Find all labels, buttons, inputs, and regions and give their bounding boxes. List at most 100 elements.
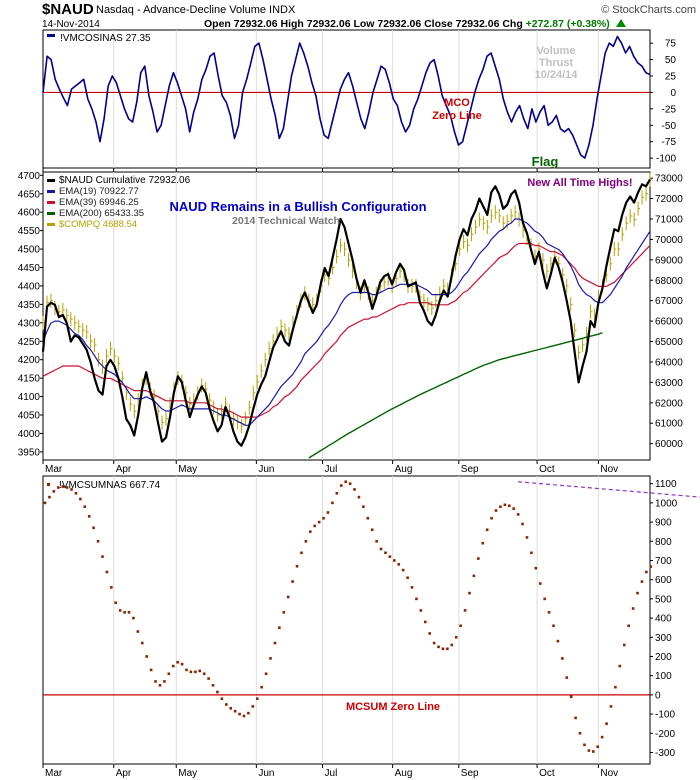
mcsum-point — [622, 643, 626, 647]
mcsum-point — [459, 624, 462, 628]
mcsum-point — [552, 624, 555, 628]
volume-thrust-annotation: 10/24/14 — [535, 69, 579, 81]
compq-y-tick-label: 3950 — [18, 447, 41, 458]
x-tick-label: Oct — [539, 464, 555, 475]
x-tick-label: Sep — [461, 464, 479, 475]
mco-y-tick-label: 0 — [670, 88, 676, 99]
mcsum-point — [220, 697, 224, 701]
mcsum-point — [211, 683, 215, 687]
ema19-legend-swatch — [47, 190, 55, 193]
mcsum-point — [140, 641, 144, 645]
x-tick-label: Jul — [325, 464, 338, 475]
mcsum-point — [300, 551, 303, 555]
mcsum-point — [194, 670, 197, 674]
mco-legend-swatch — [47, 34, 55, 37]
ema200-line — [308, 332, 603, 459]
mcsum-point — [362, 505, 365, 509]
mcsum-point — [379, 547, 383, 551]
mcsum-point — [260, 685, 263, 689]
mcsum-point — [326, 511, 330, 514]
mcsum-point — [105, 570, 109, 574]
close-value: 72932.06 — [455, 18, 500, 30]
mcsum-y-tick-label: 600 — [655, 575, 672, 586]
mcsum-point — [592, 750, 595, 753]
mcsum-point — [185, 668, 188, 672]
price-y-tick-label: 65000 — [655, 337, 683, 348]
x-tick-label: May — [178, 768, 197, 779]
mco-y-tick-label: -50 — [662, 121, 677, 132]
mcsum-point — [282, 611, 286, 614]
mcsum-point — [348, 482, 352, 485]
mcsum-y-tick-label: 1000 — [655, 498, 678, 509]
mcsum-point — [645, 570, 648, 574]
x-tick-label: Oct — [539, 768, 555, 779]
mcsum-point — [92, 526, 95, 530]
x-tick-label: Jun — [258, 768, 274, 779]
stockcharts-brand: © StockCharts.com — [601, 4, 696, 16]
price-y-tick-label: 68000 — [655, 276, 683, 287]
mcsum-point — [565, 676, 569, 679]
mcsum-point — [512, 507, 516, 510]
price-y-tick-label: 63000 — [655, 378, 683, 389]
compq-y-tick-label: 4150 — [18, 374, 41, 385]
mco-zero-label: Zero Line — [432, 110, 482, 122]
mcsum-point — [264, 672, 268, 676]
mcsum-point — [79, 497, 82, 501]
mcsum-point — [477, 557, 480, 560]
naud-legend-swatch — [47, 179, 55, 182]
mcsum-panel — [42, 475, 651, 765]
mcsum-point — [587, 749, 591, 752]
mcsum-point — [485, 528, 489, 532]
mcsum-point — [521, 522, 524, 526]
compq-y-tick-label: 4300 — [18, 318, 41, 329]
compq-y-tick-label: 4450 — [18, 263, 41, 274]
up-arrow-icon — [615, 19, 626, 27]
mcsum-y-tick-label: -100 — [655, 710, 675, 721]
high-value: 72932.06 — [306, 18, 351, 30]
mcsum-point — [202, 672, 206, 676]
ema39-line — [42, 242, 651, 418]
mcsum-y-tick-label: 500 — [655, 594, 672, 605]
mcsum-point — [397, 563, 401, 566]
compq-y-tick-label: 4000 — [18, 429, 41, 440]
mcsum-point — [556, 639, 560, 643]
mcsum-point — [640, 580, 644, 583]
x-tick-label: Mar — [45, 768, 63, 779]
x-tick-label: Aug — [395, 464, 413, 475]
mcsum-point — [410, 586, 414, 589]
mcsum-point — [198, 669, 202, 673]
mcsum-point — [74, 491, 78, 495]
price-y-tick-label: 71000 — [655, 214, 683, 225]
mcsum-point — [163, 680, 166, 683]
mcsum-point — [423, 620, 427, 624]
mcsum-point — [578, 731, 582, 735]
mcsum-point — [631, 607, 635, 610]
chart-date: 14-Nov-2014 — [42, 19, 100, 30]
ema200-legend-swatch — [47, 212, 55, 215]
mcsum-point — [154, 680, 157, 683]
mcsum-point — [428, 632, 431, 635]
mcsum-point — [322, 516, 325, 520]
mcsum-point — [255, 697, 259, 701]
compq-y-tick-label: 4250 — [18, 337, 41, 348]
mcsum-y-tick-label: 700 — [655, 556, 672, 567]
ohlc-readout: Open 72932.06 High 72932.06 Low 72932.06… — [204, 18, 626, 30]
mcsum-point — [114, 601, 118, 605]
mco-panel — [42, 29, 651, 169]
compq-y-tick-label: 4550 — [18, 226, 41, 237]
mcsum-point — [189, 670, 193, 674]
mcsum-point — [317, 520, 321, 524]
mcsum-y-tick-label: -200 — [655, 729, 675, 740]
mcsum-point — [48, 495, 51, 499]
mcsum-point — [609, 705, 613, 708]
ema19-legend: EMA(19) 70922.77 — [59, 186, 139, 197]
mcsum-point — [446, 647, 449, 651]
mcsum-point — [132, 616, 135, 620]
mcsum-point — [530, 551, 533, 555]
price-y-tick-label: 60000 — [655, 439, 683, 450]
mcsum-point — [56, 486, 60, 489]
mcsum-point — [437, 645, 440, 649]
mcsum-point — [335, 491, 339, 495]
x-tick-label: Sep — [461, 768, 479, 779]
